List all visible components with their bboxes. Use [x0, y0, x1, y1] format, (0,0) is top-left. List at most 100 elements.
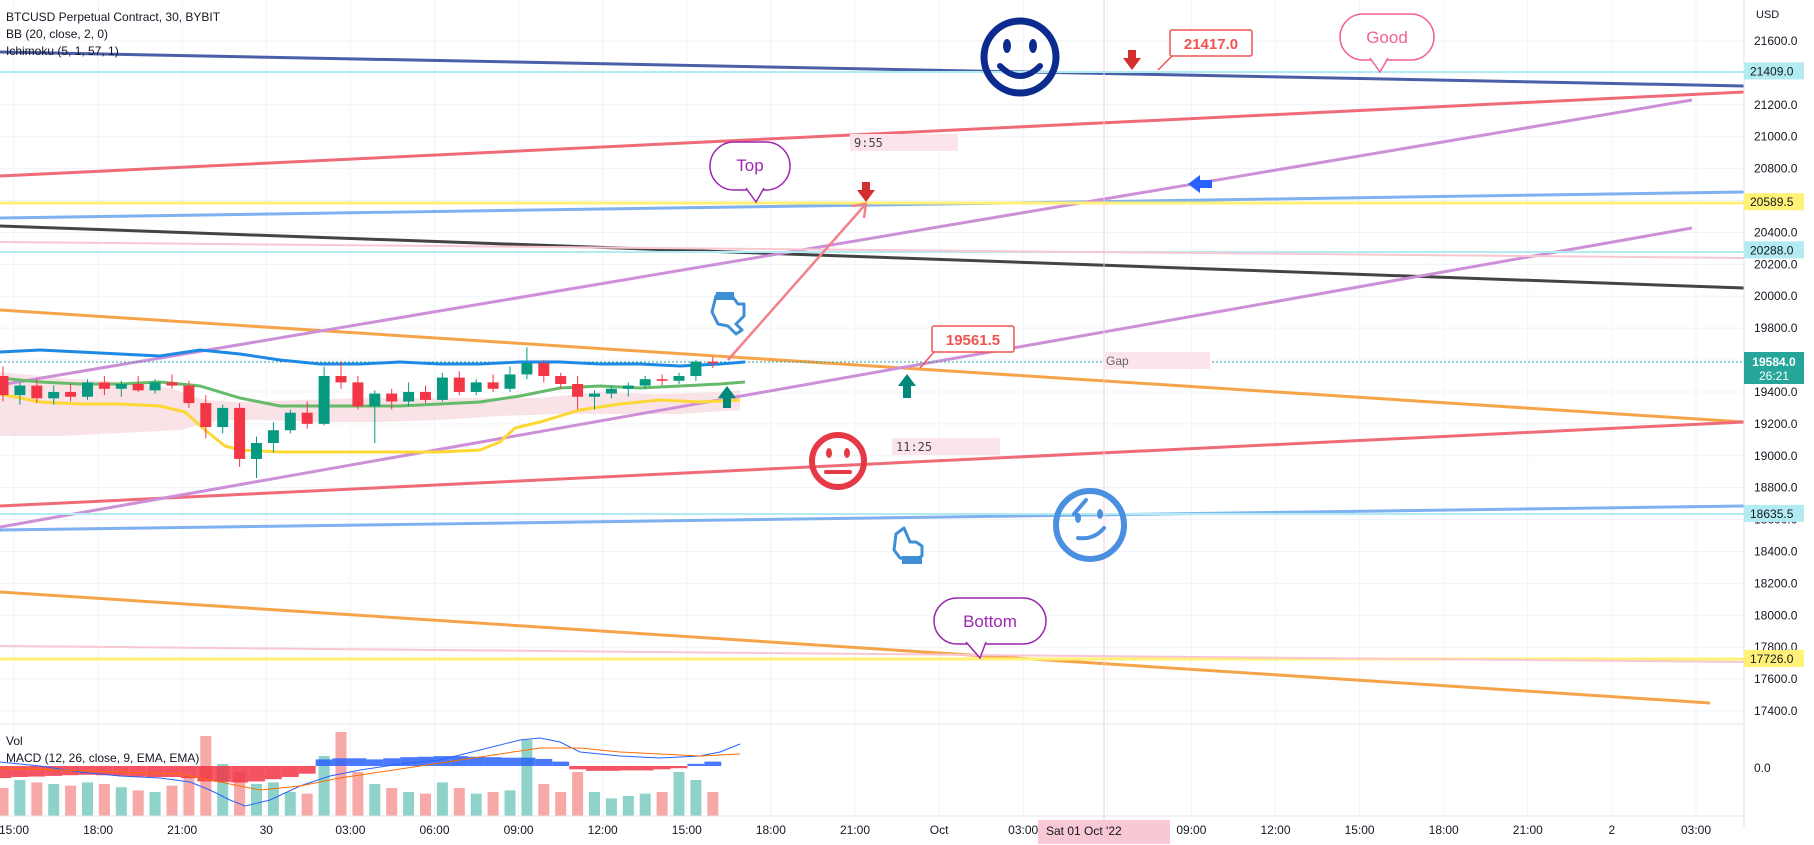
volume-bar [572, 772, 584, 816]
volume-bar [267, 782, 279, 816]
bb-upper-line [0, 348, 746, 368]
trendline-purple-1 [0, 98, 1693, 387]
macd-hist-bar [636, 766, 654, 771]
macd-hist-bar [214, 766, 232, 782]
volume-bar [166, 785, 178, 816]
candle-body [453, 377, 465, 392]
price-tick-label: 19200.0 [1754, 417, 1798, 431]
candle-body [234, 407, 246, 459]
macd-hist-bar [28, 766, 46, 777]
macd-hist-bar [0, 766, 12, 779]
ichimoku-indicator-legend[interactable]: Ichimoku (5, 1, 57, 1) [6, 44, 119, 58]
candle-body [352, 382, 364, 407]
pointing-hand-down-icon [710, 292, 746, 336]
macd-hist-bar [146, 766, 164, 777]
macd-hist-bar [450, 756, 468, 766]
time-tick-label: 21:00 [1513, 823, 1543, 837]
time-tick-label: 15:00 [1345, 823, 1375, 837]
macd-hist-bar [45, 766, 63, 776]
candle-body [318, 376, 330, 424]
time-label-1: 9:55 [850, 134, 958, 151]
price-tick-label: 21200.0 [1754, 98, 1798, 112]
volume-bar [639, 793, 651, 816]
candle-body [267, 430, 279, 443]
price-callout-mid: 19561.5 [919, 325, 1015, 369]
candle-body [639, 379, 651, 386]
candle-body [690, 361, 702, 376]
trendline-red-lower [0, 420, 1745, 508]
price-label-bg [1744, 62, 1804, 80]
macd-hist-bar [129, 766, 147, 777]
arrow-down-red-2 [857, 182, 875, 202]
time-tick-label: 21:00 [167, 823, 197, 837]
time-tick-label: 18:00 [83, 823, 113, 837]
currency-label: USD [1756, 9, 1779, 21]
candle-body [538, 363, 550, 376]
macd-hist-bar [366, 759, 384, 766]
volume-legend[interactable]: Vol [6, 734, 23, 748]
time-axis[interactable]: 15:00 18:00 21:00 30 03:00 06:00 09:00 12:00 15:… [0, 815, 1744, 837]
price-tick-label: 18000.0 [1754, 608, 1798, 622]
macd-hist-bar [484, 757, 502, 766]
current-price-label: 19584.0 26:21 [1744, 352, 1804, 384]
price-tick-label: 18200.0 [1754, 576, 1798, 590]
macd-hist-bar [383, 758, 401, 766]
volume-bar [234, 772, 246, 816]
volume-bar [656, 792, 668, 816]
macd-hist-bar [315, 759, 333, 766]
good-callout-text: Good [1366, 28, 1408, 47]
time-label-2: 11:25 [892, 438, 1000, 455]
time-tick-label: 12:00 [1260, 823, 1290, 837]
volume-bar [31, 782, 43, 816]
price-label-text: 18635.5 [1750, 507, 1794, 521]
candle-body [115, 383, 127, 389]
price-axis[interactable]: 21600.021400.021200.021000.020800.020600… [1743, 0, 1798, 828]
candle-body [420, 391, 431, 400]
macd-zero-label: 0.0 [1754, 761, 1771, 775]
bb-indicator-legend[interactable]: BB (20, close, 2, 0) [6, 27, 109, 41]
macd-hist-bar [602, 766, 620, 771]
macd-hist-bar [518, 757, 536, 766]
macd-legend[interactable]: MACD (12, 26, close, 9, EMA, EMA) [6, 751, 200, 765]
symbol-title[interactable]: BTCUSD Perpetual Contract, 30, BYBIT [6, 10, 221, 24]
trendline-black [0, 224, 1745, 290]
time-tick-label: 15:00 [672, 823, 702, 837]
candle-body [48, 391, 60, 399]
volume-bar [521, 740, 533, 816]
candle-body [217, 407, 229, 428]
volume-bar [0, 788, 9, 816]
trendline-navy [0, 50, 1745, 88]
macd-hist-bar [95, 766, 113, 776]
price-tick-label: 20200.0 [1754, 257, 1798, 271]
time-tick-label: 15:00 [0, 823, 29, 837]
candlestick-series[interactable] [0, 347, 719, 479]
candle-body [589, 393, 600, 397]
volume-bar [352, 772, 364, 816]
volume-bar [403, 792, 415, 816]
candle-body [335, 376, 347, 383]
projection-arrow [727, 205, 865, 361]
macd-line [0, 737, 741, 807]
price-tick-label: 20000.0 [1754, 289, 1798, 303]
macd-hist-bar [112, 766, 130, 776]
trendline-blue-lower [0, 504, 1745, 532]
time-label-1-text: 9:55 [854, 136, 883, 150]
time-tick-label: 18:00 [756, 823, 786, 837]
volume-bar [115, 787, 127, 816]
macd-hist-bar [163, 766, 181, 777]
candle-body [31, 385, 43, 399]
price-tick-label: 17600.0 [1754, 672, 1798, 686]
arrow-up-green-1 [898, 374, 916, 398]
candle-body [65, 391, 77, 397]
bottom-callout-text: Bottom [963, 612, 1017, 631]
price-tick-label: 19000.0 [1754, 449, 1798, 463]
macd-signal-line [0, 747, 741, 791]
macd-hist-bar [349, 758, 367, 766]
volume-bar [589, 792, 600, 816]
macd-hist-bar [586, 766, 603, 771]
gap-label-text: Gap [1106, 354, 1129, 368]
volume-bar [707, 792, 719, 816]
current-price-text: 19584.0 [1752, 355, 1796, 369]
time-tick-label: 09:00 [504, 823, 534, 837]
